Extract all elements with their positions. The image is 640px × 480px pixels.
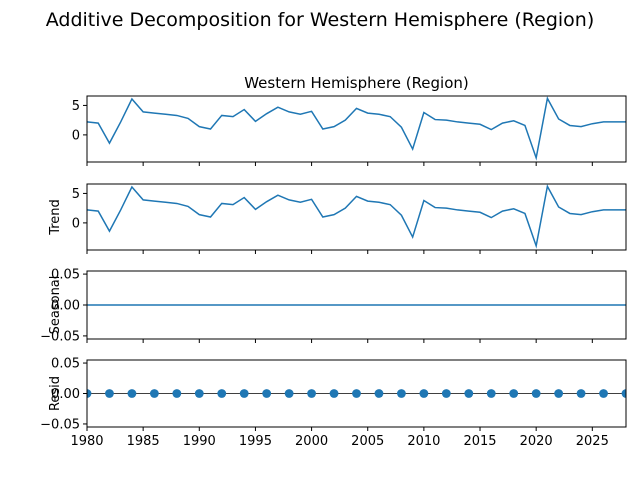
resid-point: [486, 389, 496, 398]
resid-point: [554, 389, 564, 398]
resid-point: [509, 389, 519, 398]
y-tick-label: 0.00: [51, 299, 80, 314]
figure-title: Additive Decomposition for Western Hemis…: [46, 9, 595, 31]
axes-frame: [86, 183, 627, 251]
y-axis-label: Seasonal: [48, 276, 63, 335]
resid-point: [464, 389, 474, 398]
y-axis-label: Trend: [48, 199, 63, 236]
x-tick-label: 1980: [70, 434, 103, 449]
resid-point: [105, 389, 114, 398]
resid-point: [172, 389, 182, 398]
y-tick-label: 0: [72, 128, 80, 143]
resid-point: [87, 389, 92, 398]
y-axis-label: Resid: [48, 376, 63, 411]
panels-group: Western Hemisphere (Region) 5 0 Trend 5 0 Seas…: [40, 74, 627, 449]
resid-point: [621, 389, 626, 398]
resid-point: [352, 389, 361, 398]
resid-point: [397, 389, 406, 398]
x-tick-label: 2010: [407, 434, 440, 449]
resid-point: [441, 389, 451, 398]
axes-frame: [86, 359, 627, 428]
x-tick-label: 1990: [183, 434, 216, 449]
panel-1: Western Hemisphere (Region) 5 0: [72, 74, 627, 166]
series-line: [87, 184, 626, 249]
x-tick-label: 2020: [520, 434, 553, 449]
y-tick-label: −0.05: [40, 329, 80, 344]
x-tick-label: 1995: [239, 434, 272, 449]
y-tick-label: 0.00: [51, 387, 80, 402]
y-tick-label: 0.05: [51, 268, 80, 283]
panel-2: Trend 5 0: [48, 183, 627, 254]
x-tick-label: 2015: [463, 434, 496, 449]
resid-points: [87, 389, 626, 398]
axes-frame: [86, 95, 627, 163]
y-tick-label: 5: [72, 187, 80, 202]
resid-point: [217, 389, 227, 398]
resid-point: [239, 389, 249, 398]
y-tick-label: 5: [72, 99, 80, 114]
resid-point: [374, 389, 384, 398]
y-tick-label: −0.05: [40, 417, 80, 432]
resid-point: [127, 389, 137, 398]
y-tick-label: 0.05: [51, 357, 80, 372]
series-line: [87, 96, 626, 161]
panel-title: Western Hemisphere (Region): [244, 74, 469, 92]
panel-4: Resid 0.05 0.00 −0.05 1980 1985 1990 1995 2000 20…: [40, 357, 627, 449]
resid-point: [329, 389, 339, 398]
resid-point: [419, 389, 429, 398]
x-tick-label: 2025: [576, 434, 609, 449]
x-tick-label: 2000: [295, 434, 328, 449]
resid-point: [149, 389, 159, 398]
resid-point: [262, 389, 272, 398]
axes-frame: [86, 270, 627, 340]
resid-point: [576, 389, 586, 398]
resid-point: [307, 389, 316, 398]
resid-point: [284, 389, 294, 398]
x-tick-label: 2005: [351, 434, 384, 449]
resid-point: [599, 389, 608, 398]
resid-point: [531, 389, 541, 398]
x-tick-label: 1985: [127, 434, 160, 449]
resid-point: [194, 389, 204, 398]
y-tick-label: 0: [72, 216, 80, 231]
